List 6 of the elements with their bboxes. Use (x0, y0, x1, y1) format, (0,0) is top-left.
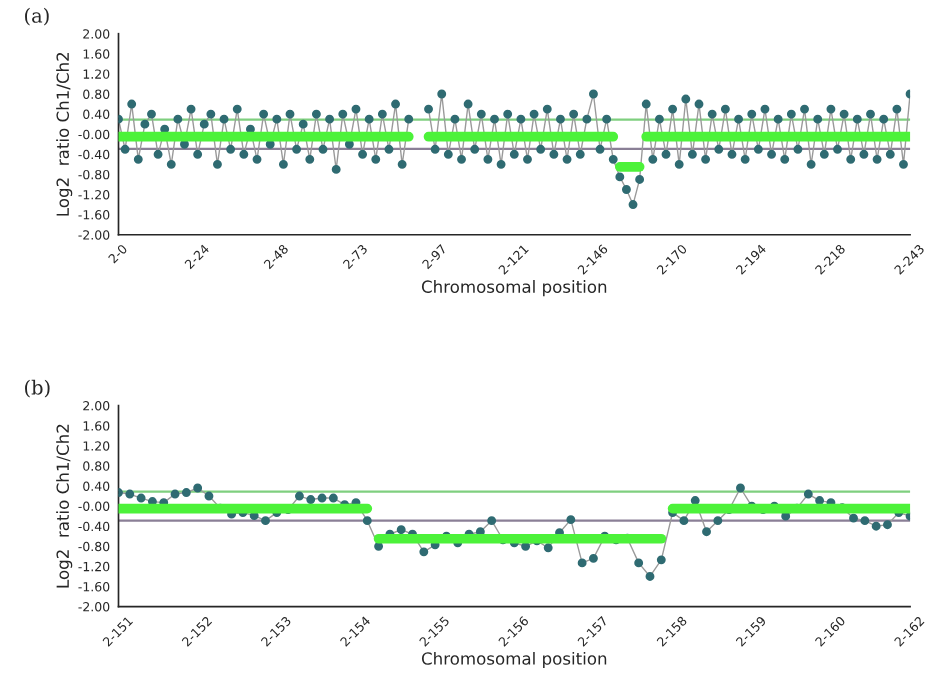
y-axis-title: Log2 ratio Ch1/Ch2 (56, 52, 73, 216)
x-axis-title: Chromosomal position (421, 651, 607, 669)
x-axis-title: Chromosomal position (421, 280, 607, 297)
y-axis-title: Log2 ratio Ch1/Ch2 (56, 424, 73, 588)
chart-title: (b) (25, 379, 50, 398)
chart-title: (a) (25, 7, 49, 26)
